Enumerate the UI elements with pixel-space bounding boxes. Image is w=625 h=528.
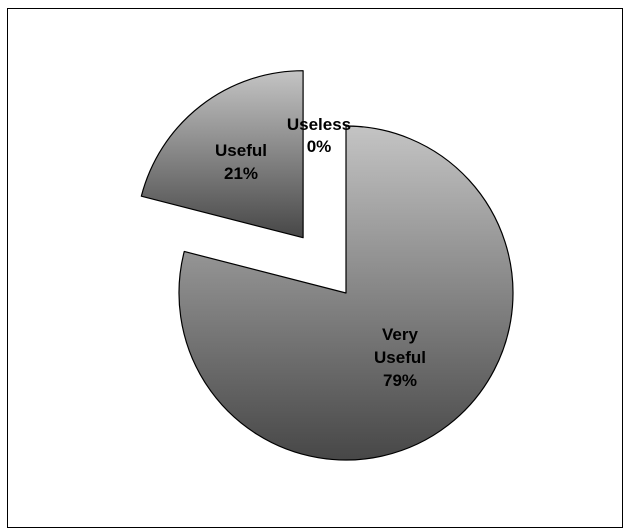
pie-slice-useful [140, 70, 304, 239]
data-label-useless: Useless 0% [287, 115, 351, 156]
data-label-very-useful: Very Useful 79% [374, 325, 426, 390]
pie-chart: Useless 0% Very Useful 79% Useful 21% [140, 70, 514, 461]
pie-slice-very-useful [178, 125, 514, 461]
data-label-useful: Useful 21% [215, 141, 267, 183]
